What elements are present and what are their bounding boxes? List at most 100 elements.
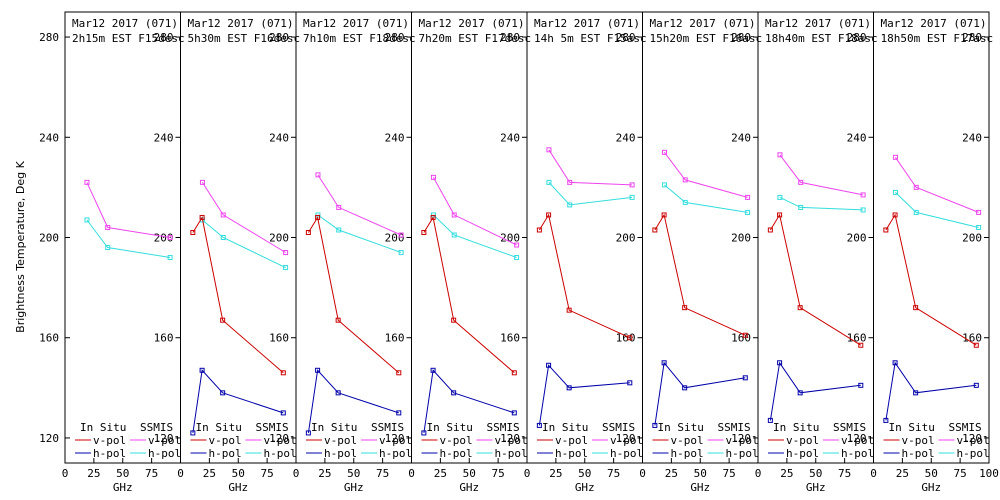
ssmis-h-line [86,219,171,258]
x-tick-label: 0 [755,467,762,480]
legend-insitu-h-label: h-pol [786,447,819,460]
y-tick-label: 280 [154,31,174,44]
ssmis-v-point [105,224,111,230]
insitu-h-line [885,361,977,421]
ssmis-v-point [682,177,688,183]
x-tick-label: 75 [723,467,736,480]
panel-6: Mar12 2017 (071) 15h20m EST F16asc 120 160 2… [639,11,763,494]
insitu-v-point [315,214,321,220]
insitu-v-point [742,332,748,338]
legend-insitu-v-label: v-pol [93,434,126,447]
y-tick-label: 240 [731,131,751,144]
insitu-v-point [566,307,572,313]
insitu-h-line [192,369,284,433]
x-tick-label: 25 [549,467,562,480]
y-tick-label: 200 [616,232,636,245]
insitu-v-point [430,214,436,220]
ssmis-v-point [336,204,342,210]
insitu-h-point [220,390,226,396]
insitu-v-point [883,227,889,233]
ssmis-v-line [779,154,864,196]
ssmis-h-point [336,227,342,233]
ssmis-v-line [432,177,517,246]
y-tick-label: 240 [385,131,405,144]
insitu-v-point [421,229,427,235]
ssmis-h-point [567,202,573,208]
y-tick-label: 120 [731,432,751,445]
insitu-h-point [767,417,773,423]
y-tick-label: 280 [616,31,636,44]
insitu-h-line [654,361,746,426]
x-tick-label: 50 [463,467,476,480]
x-tick-label: 0 [524,467,531,480]
insitu-h-point [335,390,341,396]
insitu-h-point [661,360,667,366]
insitu-h-point [305,430,311,436]
y-tick-label: 160 [269,332,289,345]
ssmis-v-point [283,250,289,256]
x-axis-label: GHz [344,481,364,494]
ssmis-h-point [546,179,552,185]
legend-insitu-heading: In Situ [773,421,819,434]
insitu-h-point [396,410,402,416]
panel-5: Mar12 2017 (071) 14h 5m EST F15asc 120 160 2… [524,11,647,494]
panels-group: Mar12 2017 (071)2h15m EST F15desc1201201… [39,11,999,494]
x-tick-label: 25 [896,467,909,480]
legend-insitu-h-label: h-pol [209,447,242,460]
insitu-h-point [913,390,919,396]
insitu-h-point [797,390,803,396]
ssmis-v-point [913,184,919,190]
insitu-h-point [421,430,427,436]
insitu-v-point [892,212,898,218]
x-tick-label: 75 [376,467,389,480]
panel-2: Mar12 2017 (071) 5h30m EST F16desc 120 160 2… [177,11,300,494]
ssmis-v-point [315,172,321,178]
insitu-v-point [451,317,457,323]
ssmis-h-point [860,207,866,213]
legend-insitu-h-label: h-pol [440,447,473,460]
panel-title-pass: 15h20m EST F16asc [650,32,763,45]
insitu-h-point [451,390,457,396]
insitu-h-point [315,367,321,373]
ssmis-v-point [514,242,520,248]
insitu-v-line [307,216,400,374]
panel-1: Mar12 2017 (071) 2h15m EST F15desc 120 120 1… [39,11,185,494]
x-tick-label: 50 [925,467,938,480]
y-tick-label: 160 [385,332,405,345]
insitu-v-line [654,213,746,336]
y-tick-label: 200 [154,232,174,245]
panel-7: Mar12 2017 (071) 18h40m EST F18asc 120 160 2… [755,11,878,494]
ssmis-h-point [84,217,90,223]
x-tick-label: 50 [578,467,591,480]
legend-ssmis-v-label: v-pol [841,434,874,447]
ssmis-v-line [894,157,979,213]
insitu-v-point [220,317,226,323]
insitu-v-point [652,227,658,233]
x-tick-label: 0 [408,467,415,480]
insitu-h-point [190,430,196,436]
y-tick-label: 200 [962,232,982,245]
legend-insitu-heading: In Situ [196,421,242,434]
x-tick-label: 75 [607,467,620,480]
x-tick-label: 50 [116,467,129,480]
legend-insitu-v-label: v-pol [671,434,704,447]
x-tick-label: 0 [293,467,300,480]
ssmis-v-point [661,149,667,155]
x-tick-label: 75 [261,467,274,480]
x-axis-label: GHz [921,481,941,494]
insitu-h-point [280,410,286,416]
x-axis-label: GHz [228,481,248,494]
legend-ssmis-h-label: h-pol [148,447,181,460]
y-tick-label: 200 [269,232,289,245]
legend-ssmis-heading: SSMIS [487,421,520,434]
x-tick-label: 75 [954,467,967,480]
insitu-h-line [423,369,515,433]
insitu-v-point [199,214,205,220]
ssmis-v-point [567,179,573,185]
legend-ssmis-h-label: h-pol [726,447,759,460]
y-tick-label: 160 [616,332,636,345]
panel-title-pass: 7h20m EST F17desc [419,32,532,45]
ssmis-h-point [220,235,226,240]
panel-title-pass: 18h50m EST F17asc [881,32,994,45]
